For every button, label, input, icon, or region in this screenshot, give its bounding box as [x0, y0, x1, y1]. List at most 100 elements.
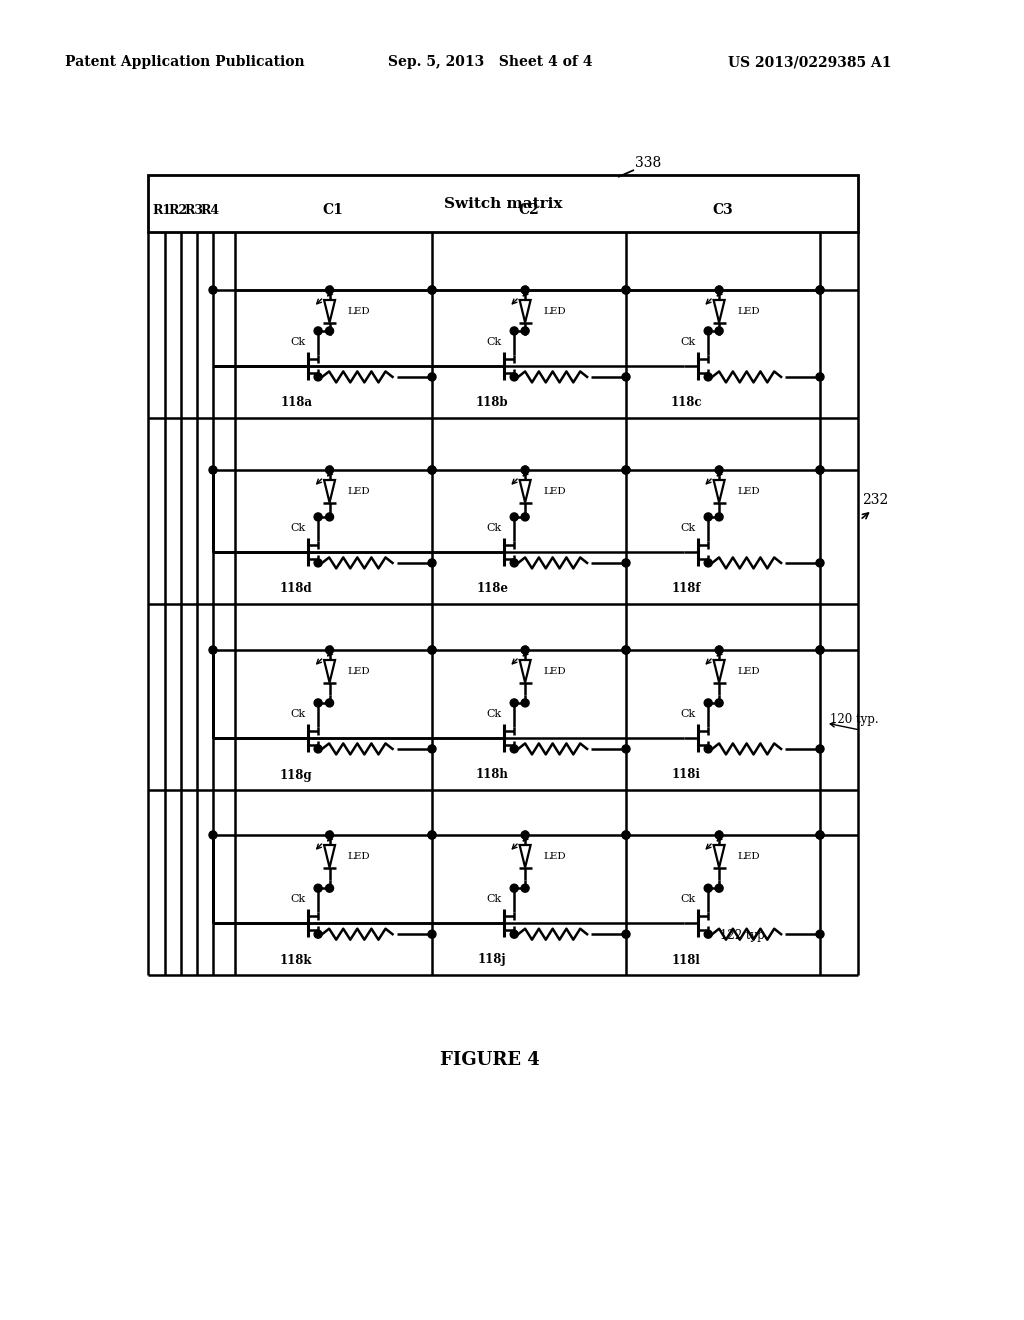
Circle shape	[816, 374, 824, 381]
Text: LED: LED	[347, 306, 371, 315]
Text: Ck: Ck	[486, 337, 502, 347]
Circle shape	[510, 374, 518, 381]
Circle shape	[428, 286, 436, 294]
Text: LED: LED	[737, 667, 760, 676]
Text: Ck: Ck	[291, 523, 306, 533]
Polygon shape	[714, 660, 725, 682]
Circle shape	[510, 327, 518, 335]
Text: Ck: Ck	[681, 709, 696, 719]
Text: 118f: 118f	[672, 582, 701, 595]
Circle shape	[705, 374, 713, 381]
Circle shape	[816, 466, 824, 474]
Text: Ck: Ck	[291, 894, 306, 904]
Circle shape	[428, 744, 436, 752]
Circle shape	[715, 513, 723, 521]
Circle shape	[428, 832, 436, 840]
Circle shape	[715, 645, 723, 653]
Text: Ck: Ck	[486, 523, 502, 533]
Circle shape	[428, 558, 436, 566]
Polygon shape	[519, 480, 530, 503]
Text: LED: LED	[347, 851, 371, 861]
Circle shape	[510, 884, 518, 892]
Circle shape	[314, 558, 323, 566]
Circle shape	[622, 645, 630, 653]
Circle shape	[705, 744, 713, 752]
Circle shape	[622, 931, 630, 939]
Circle shape	[326, 832, 334, 840]
Circle shape	[521, 513, 529, 521]
Circle shape	[715, 832, 723, 840]
Circle shape	[510, 744, 518, 752]
Polygon shape	[714, 480, 725, 503]
Bar	[148, 176, 858, 232]
Circle shape	[715, 327, 723, 335]
Text: Ck: Ck	[681, 523, 696, 533]
Polygon shape	[519, 300, 530, 322]
Polygon shape	[324, 845, 335, 867]
Text: LED: LED	[543, 851, 565, 861]
Circle shape	[314, 884, 323, 892]
Circle shape	[428, 645, 436, 653]
Polygon shape	[324, 660, 335, 682]
Circle shape	[816, 558, 824, 566]
Text: 118a: 118a	[281, 396, 312, 409]
Circle shape	[622, 558, 630, 566]
Circle shape	[816, 645, 824, 653]
Circle shape	[521, 286, 529, 294]
Text: R1: R1	[153, 203, 172, 216]
Circle shape	[622, 832, 630, 840]
Text: LED: LED	[347, 667, 371, 676]
Circle shape	[816, 832, 824, 840]
Text: Patent Application Publication: Patent Application Publication	[66, 55, 305, 69]
Text: 118d: 118d	[280, 582, 312, 595]
Text: 118i: 118i	[672, 768, 700, 781]
Polygon shape	[714, 845, 725, 867]
Circle shape	[209, 286, 217, 294]
Circle shape	[326, 286, 334, 294]
Text: R4: R4	[201, 203, 219, 216]
Text: LED: LED	[543, 667, 565, 676]
Circle shape	[622, 286, 630, 294]
Circle shape	[428, 645, 436, 653]
Circle shape	[428, 832, 436, 840]
Circle shape	[622, 466, 630, 474]
Circle shape	[622, 374, 630, 381]
Circle shape	[326, 466, 334, 474]
Circle shape	[705, 884, 713, 892]
Polygon shape	[519, 660, 530, 682]
Circle shape	[622, 645, 630, 653]
Circle shape	[816, 744, 824, 752]
Circle shape	[209, 466, 217, 474]
Circle shape	[314, 327, 323, 335]
Text: Ck: Ck	[681, 894, 696, 904]
Circle shape	[326, 327, 334, 335]
Text: 118k: 118k	[280, 953, 312, 966]
Circle shape	[715, 698, 723, 708]
Text: C2: C2	[518, 203, 540, 216]
Polygon shape	[519, 845, 530, 867]
Circle shape	[816, 466, 824, 474]
Circle shape	[816, 286, 824, 294]
Circle shape	[521, 698, 529, 708]
Circle shape	[622, 466, 630, 474]
Circle shape	[816, 645, 824, 653]
Circle shape	[510, 698, 518, 708]
Text: 118h: 118h	[476, 768, 509, 781]
Circle shape	[521, 327, 529, 335]
Text: Ck: Ck	[681, 337, 696, 347]
Circle shape	[314, 374, 323, 381]
Text: R2: R2	[168, 203, 187, 216]
Text: 118g: 118g	[280, 768, 312, 781]
Text: 232: 232	[862, 492, 888, 507]
Circle shape	[521, 884, 529, 892]
Text: 118l: 118l	[672, 953, 700, 966]
Circle shape	[715, 466, 723, 474]
Text: C1: C1	[323, 203, 343, 216]
Circle shape	[326, 698, 334, 708]
Circle shape	[326, 513, 334, 521]
Text: Ck: Ck	[486, 709, 502, 719]
Text: 118e: 118e	[476, 582, 508, 595]
Circle shape	[209, 645, 217, 653]
Circle shape	[521, 832, 529, 840]
Circle shape	[510, 513, 518, 521]
